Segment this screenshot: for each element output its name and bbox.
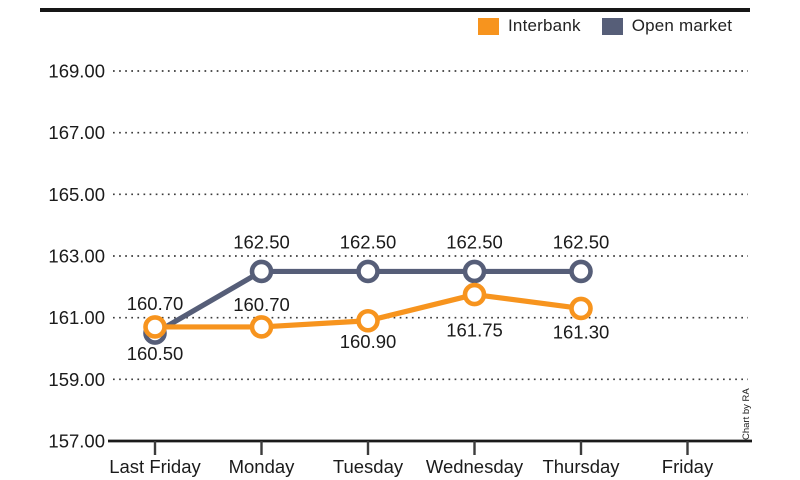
open-market-data-point-marker (249, 259, 274, 284)
y-axis-label: 159.00 (48, 369, 105, 390)
open-market-data-point-marker (356, 259, 380, 284)
legend-item-open-market: Open market (601, 16, 733, 36)
data-point-label: 160.90 (340, 331, 397, 352)
x-axis-label: Last Friday (109, 456, 201, 477)
data-point-label: 162.50 (340, 231, 397, 252)
y-axis-label: 161.00 (48, 307, 105, 328)
data-point-label: 161.30 (553, 321, 610, 342)
y-axis-label: 157.00 (48, 431, 105, 452)
interbank-data-point-marker (569, 296, 593, 321)
legend-item-interbank: Interbank (478, 16, 581, 36)
x-axis-label: Wednesday (426, 456, 524, 477)
interbank-data-point-marker (356, 308, 380, 333)
credit-text: Chart by RA (741, 388, 752, 440)
top-border-rule (40, 8, 750, 12)
legend-label-interbank: Interbank (508, 16, 581, 35)
data-point-label: 160.50 (127, 343, 184, 364)
y-axis-label: 167.00 (48, 122, 105, 143)
chart-legend: Interbank Open market (478, 16, 732, 36)
open-market-swatch-icon (601, 17, 623, 35)
open-market-data-point-marker (569, 259, 593, 284)
y-axis-label: 169.00 (48, 61, 105, 82)
x-axis-label: Friday (662, 456, 714, 477)
x-axis-label: Tuesday (333, 456, 404, 477)
open-market-data-point-marker (462, 259, 487, 284)
legend-label-open-market: Open market (631, 16, 733, 35)
interbank-data-point-marker (143, 315, 167, 339)
data-point-label: 162.50 (233, 231, 290, 252)
data-point-label: 161.75 (446, 320, 503, 341)
y-axis-label: 165.00 (48, 184, 105, 205)
x-axis-label: Thursday (542, 456, 620, 477)
data-point-label: 162.50 (446, 231, 503, 252)
data-point-label: 160.70 (127, 293, 184, 314)
y-axis-label: 163.00 (48, 246, 105, 267)
interbank-data-point-marker (462, 282, 487, 307)
interbank-swatch-icon (478, 17, 499, 35)
interbank-data-point-marker (249, 315, 274, 339)
x-axis-label: Monday (229, 456, 296, 477)
data-point-label: 160.70 (233, 294, 290, 315)
data-point-label: 162.50 (553, 231, 610, 252)
